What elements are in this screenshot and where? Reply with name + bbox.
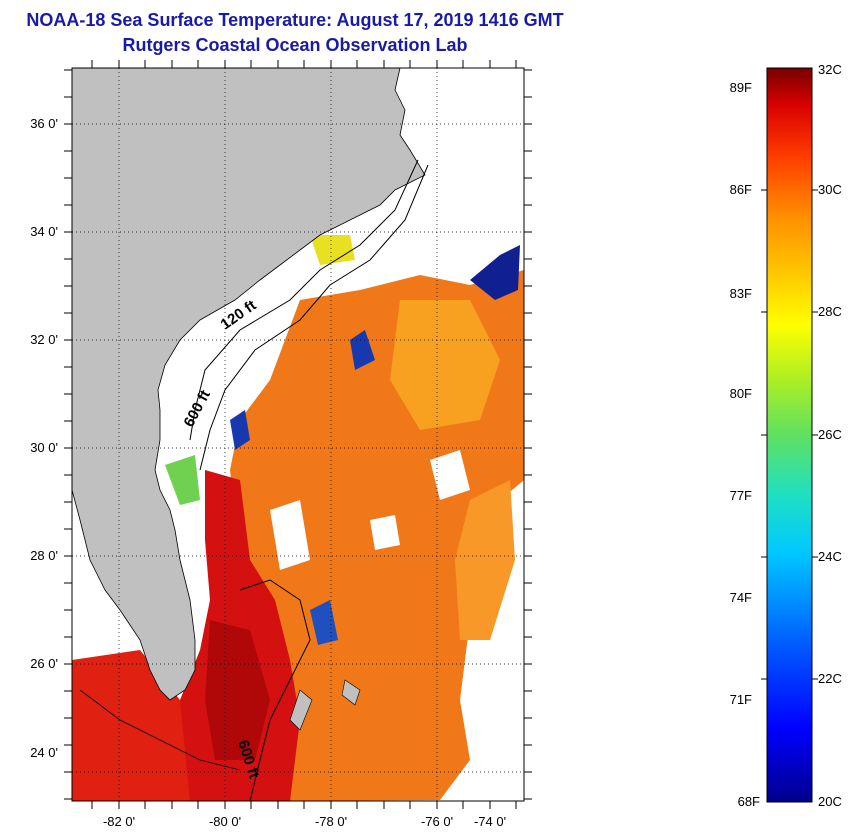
lat-label-32: 32 0' bbox=[30, 332, 58, 347]
sst-yellow-patch bbox=[310, 235, 355, 265]
lat-label-24: 24 0' bbox=[30, 745, 58, 760]
colorbar-label-86f: 86F bbox=[730, 182, 752, 197]
colorbar-label-83f: 83F bbox=[730, 286, 752, 301]
lat-label-36: 36 0' bbox=[30, 116, 58, 131]
contour-600ft bbox=[199, 164, 429, 471]
colorbar-label-80f: 80F bbox=[730, 386, 752, 401]
colorbar-label-74f: 74F bbox=[730, 590, 752, 605]
lat-label-26: 26 0' bbox=[30, 656, 58, 671]
lon-label-76: -76 0' bbox=[421, 814, 453, 829]
map-area bbox=[72, 68, 524, 801]
contour-600ft-south bbox=[239, 579, 311, 801]
bottom-ticks bbox=[91, 801, 517, 809]
colorbar-label-24c: 24C bbox=[818, 549, 842, 564]
cloud-gap-1 bbox=[430, 450, 470, 500]
left-ticks bbox=[64, 69, 72, 800]
map-frame bbox=[71, 67, 525, 802]
map-title: NOAA-18 Sea Surface Temperature: August … bbox=[26, 10, 564, 30]
colorbar-label-77f: 77F bbox=[730, 488, 752, 503]
lon-label-82: -82 0' bbox=[103, 814, 135, 829]
cloud-gap-2 bbox=[270, 500, 310, 570]
colorbar-label-71f: 71F bbox=[730, 692, 752, 707]
colorbar-label-32c: 32C bbox=[818, 62, 842, 77]
sst-cold-patch-1 bbox=[230, 410, 250, 450]
colorbar-label-68f: 68F bbox=[738, 794, 760, 809]
sst-green-patch bbox=[165, 455, 200, 505]
contour-keys bbox=[79, 689, 241, 771]
sst-yellow-orange-patch bbox=[390, 300, 500, 430]
land-bahamas-1 bbox=[289, 689, 313, 731]
colorbar-label-20c: 20C bbox=[818, 794, 842, 809]
lat-label-30: 30 0' bbox=[30, 440, 58, 455]
lon-label-80: -80 0' bbox=[209, 814, 241, 829]
graticule bbox=[72, 68, 524, 801]
sst-cold-patch-ne bbox=[470, 245, 520, 300]
top-ticks bbox=[91, 60, 517, 68]
lat-label-34: 34 0' bbox=[30, 224, 58, 239]
sst-darkred-core bbox=[205, 620, 270, 760]
colorbar-label-28c: 28C bbox=[818, 304, 842, 319]
lat-label-28: 28 0' bbox=[30, 548, 58, 563]
lon-label-78: -78 0' bbox=[315, 814, 347, 829]
sst-cold-patch-3 bbox=[310, 600, 338, 645]
contour-120ft bbox=[189, 159, 419, 441]
sst-light-orange-east bbox=[455, 480, 515, 640]
colorbar-label-30c: 30C bbox=[818, 182, 842, 197]
colorbar-label-26c: 26C bbox=[818, 427, 842, 442]
lon-label-74: -74 0' bbox=[474, 814, 506, 829]
colorbar-label-22c: 22C bbox=[818, 671, 842, 686]
right-ticks bbox=[524, 69, 532, 800]
colorbar bbox=[766, 67, 813, 803]
colorbar-label-89f: 89F bbox=[730, 80, 752, 95]
land-us-east-coast bbox=[72, 68, 426, 701]
map-subtitle: Rutgers Coastal Ocean Observation Lab bbox=[122, 35, 468, 55]
land-bahamas-2 bbox=[341, 679, 361, 706]
colorbar-ticks bbox=[761, 189, 818, 680]
cloud-gap-3 bbox=[370, 515, 400, 550]
